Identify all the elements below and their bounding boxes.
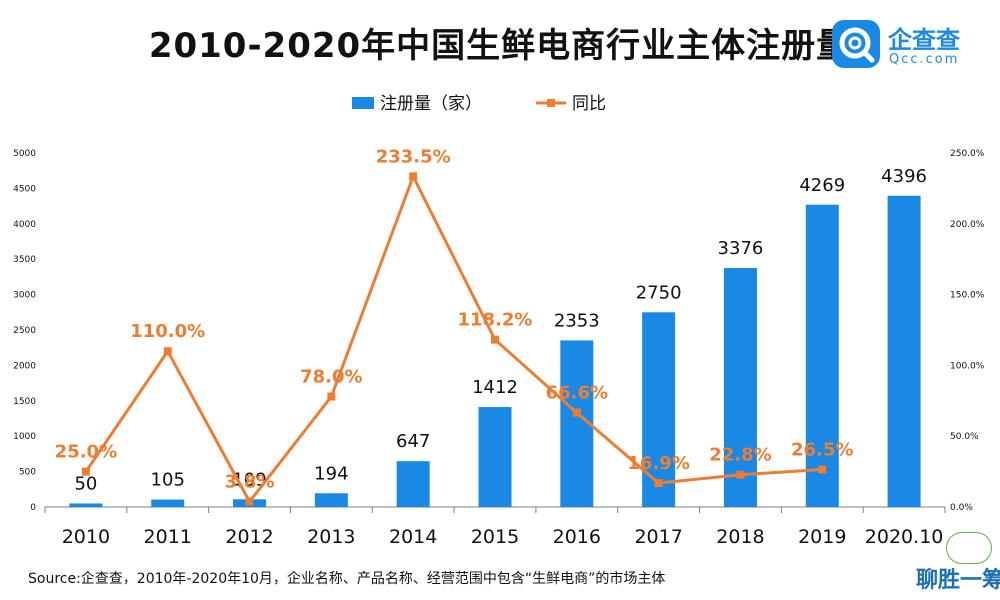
y-left-tick-label: 4500	[13, 184, 36, 194]
legend-label-bar: 注册量（家）	[380, 94, 482, 114]
y-left-tick-label: 3000	[13, 291, 36, 301]
bar	[69, 503, 103, 507]
y-left-tick-label: 1000	[13, 432, 36, 442]
badge-word: 聊胜一筹	[916, 568, 1000, 593]
bar	[723, 267, 757, 507]
line-value-label: 26.5%	[791, 439, 853, 460]
y-left-tick-label: 2500	[13, 326, 36, 336]
line-value-label: 78.0%	[300, 367, 362, 388]
legend-label-line: 同比	[572, 94, 606, 114]
x-tick-label: 2014	[389, 526, 437, 548]
x-tick-label: 2012	[225, 526, 273, 548]
x-tick-label: 2019	[798, 526, 846, 548]
y-right-tick-label: 150.0%	[950, 291, 985, 301]
x-tick-label: 2013	[307, 526, 355, 548]
x-tick-label: 2015	[471, 526, 519, 548]
line-labels: 25.0% 110.0% 3.8% 78.0% 233.5% 118.2% 66.6% 16.…	[55, 146, 854, 492]
y-right-tick-label: 200.0%	[950, 220, 985, 230]
bar-value-label: 2750	[636, 282, 682, 303]
x-tick-label: 2011	[144, 526, 192, 548]
line-marker	[654, 479, 663, 488]
line-marker	[409, 172, 418, 181]
line-value-label: 22.8%	[709, 445, 771, 466]
chart-area: 注册量（家） 同比 2010 2011 2012 2013 2014 2015 2016 201…	[13, 94, 985, 548]
bar	[396, 461, 430, 507]
x-tick-label: 2017	[634, 526, 682, 548]
y-left-tick-label: 1500	[13, 397, 36, 407]
y-left-tick-label: 500	[19, 468, 36, 478]
logo-name: 企查查	[888, 26, 960, 54]
line-marker	[736, 470, 745, 479]
bar	[805, 204, 839, 507]
line-value-label: 25.0%	[55, 442, 117, 463]
y-left-tick-label: 5000	[13, 149, 36, 159]
x-tick-label: 2016	[553, 526, 601, 548]
bar-value-label: 1412	[472, 377, 518, 398]
logo-domain: Qcc.com	[889, 52, 960, 67]
line-marker	[572, 408, 581, 417]
line-series	[81, 172, 827, 506]
bar-value-label: 2353	[554, 310, 600, 331]
line-value-label: 3.8%	[225, 472, 275, 493]
bar-value-label: 3376	[718, 238, 764, 259]
line-value-label: 110.0%	[130, 321, 205, 342]
bar-value-label: 105	[151, 470, 185, 491]
line-value-label: 118.2%	[458, 310, 533, 331]
line-value-label: 16.9%	[627, 453, 689, 474]
bar	[642, 312, 676, 507]
badge-logo: 聊胜一筹	[916, 532, 1000, 596]
x-tick-label: 2010	[62, 526, 110, 548]
line-value-label: 66.6%	[546, 383, 608, 404]
line-marker	[163, 347, 172, 356]
bar-value-label: 4396	[881, 166, 927, 187]
y-left-tick-label: 2000	[13, 361, 36, 371]
qcc-logo-icon	[832, 20, 880, 68]
bar-value-label: 50	[74, 473, 97, 494]
growth-line	[84, 174, 823, 504]
x-tick-label: 2020.10	[865, 526, 944, 548]
bar-value-label: 4269	[799, 175, 845, 196]
y-right-tick-label: 250.0%	[950, 149, 985, 159]
bar-value-label: 194	[314, 463, 348, 484]
legend: 注册量（家） 同比	[352, 94, 606, 114]
qcc-logo: 企查查 Qcc.com	[832, 18, 982, 74]
line-marker	[327, 392, 336, 401]
source-note: Source:企查查，2010年-2020年10月，企业名称、产品名称、经营范围…	[28, 571, 666, 587]
bar	[314, 493, 348, 507]
line-marker	[818, 465, 827, 474]
bar	[151, 499, 185, 507]
line-value-label: 233.5%	[376, 146, 451, 167]
line-marker	[491, 335, 499, 344]
x-tick-label: 2018	[716, 526, 764, 548]
y-left-tick-label: 4000	[13, 220, 36, 230]
line-marker	[81, 467, 90, 476]
y-right-tick-label: 50.0%	[950, 432, 979, 442]
axes: 2010 2011 2012 2013 2014 2015 2016 2017 2018 2019…	[13, 149, 985, 548]
bar	[478, 407, 512, 507]
bar	[887, 195, 921, 508]
y-left-tick-label: 3500	[13, 255, 36, 265]
legend-marker-line	[547, 99, 555, 107]
legend-swatch-bar	[352, 97, 374, 109]
badge-stamp	[946, 532, 992, 564]
line-marker	[245, 497, 254, 506]
chart-title: 2010-2020年中国生鲜电商行业主体注册量	[148, 26, 852, 66]
y-left-tick-label: 0	[30, 503, 36, 513]
bar-value-label: 647	[396, 431, 430, 452]
y-right-tick-label: 100.0%	[950, 361, 985, 371]
y-right-tick-label: 0.0%	[950, 503, 973, 513]
